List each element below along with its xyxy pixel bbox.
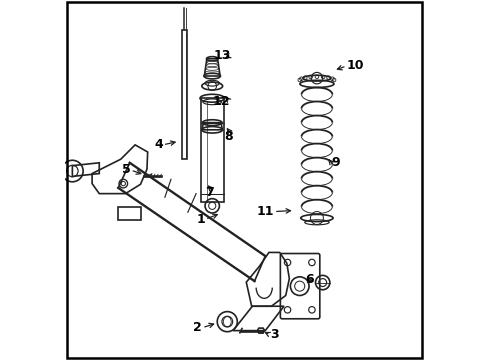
Text: 12: 12 [212, 95, 230, 108]
Text: 3: 3 [270, 328, 278, 341]
Text: 13: 13 [213, 49, 230, 62]
Text: 9: 9 [330, 156, 339, 169]
Text: 6: 6 [305, 273, 313, 286]
Text: 11: 11 [256, 205, 273, 218]
Text: 7: 7 [205, 186, 214, 199]
Text: 2: 2 [193, 321, 202, 334]
Text: 5: 5 [122, 163, 130, 176]
Text: 10: 10 [346, 59, 364, 72]
Text: 8: 8 [224, 130, 233, 143]
Text: 4: 4 [154, 138, 163, 151]
Text: 1: 1 [196, 213, 204, 226]
